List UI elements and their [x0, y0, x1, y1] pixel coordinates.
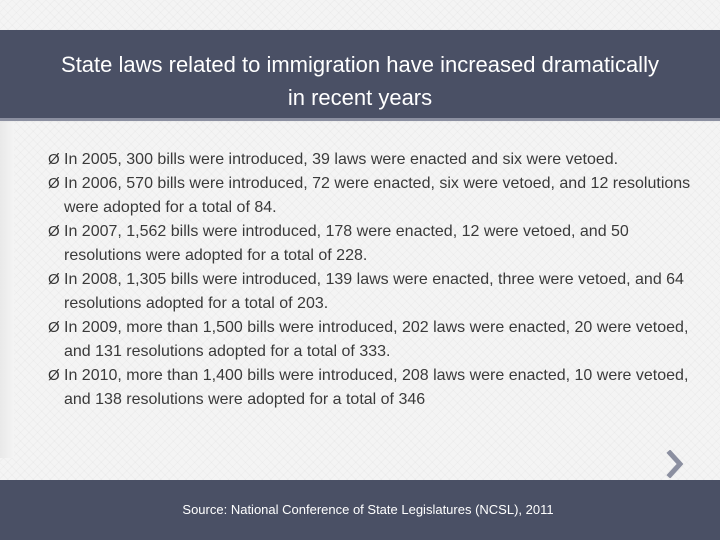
bullet-text-2008: In 2008, 1,305 bills were introduced, 13… — [64, 271, 684, 312]
bullet-text-2005: In 2005, 300 bills were introduced, 39 l… — [64, 151, 619, 168]
title-bar — [0, 30, 720, 121]
chevron-right-icon[interactable] — [665, 450, 685, 478]
bullet-text-2009: In 2009, more than 1,500 bills were intr… — [64, 319, 689, 360]
list-item: Ø In 2010, more than 1,400 bills were in… — [48, 364, 698, 412]
slide-title: State laws related to immigration have i… — [61, 52, 659, 110]
left-accent-strip — [0, 118, 14, 458]
source-citation: Source: National Conference of State Leg… — [182, 502, 554, 517]
list-item: Ø In 2005, 300 bills were introduced, 39… — [48, 148, 698, 172]
arrowhead-bullet-icon: Ø — [48, 367, 60, 384]
arrowhead-bullet-icon: Ø — [48, 271, 60, 288]
arrowhead-bullet-icon: Ø — [48, 151, 60, 168]
list-item: Ø In 2008, 1,305 bills were introduced, … — [48, 268, 698, 316]
arrowhead-bullet-icon: Ø — [48, 175, 60, 192]
bullet-text-2010: In 2010, more than 1,400 bills were intr… — [64, 367, 689, 408]
arrowhead-bullet-icon: Ø — [48, 223, 60, 240]
bullet-text-2006: In 2006, 570 bills were introduced, 72 w… — [64, 175, 691, 216]
bullet-text-2007: In 2007, 1,562 bills were introduced, 17… — [64, 223, 629, 264]
list-item: Ø In 2006, 570 bills were introduced, 72… — [48, 172, 698, 220]
arrowhead-bullet-icon: Ø — [48, 319, 60, 336]
list-item: Ø In 2009, more than 1,500 bills were in… — [48, 316, 698, 364]
footer-bar — [0, 480, 720, 540]
list-item: Ø In 2007, 1,562 bills were introduced, … — [48, 220, 698, 268]
bullet-list: Ø In 2005, 300 bills were introduced, 39… — [48, 148, 698, 412]
